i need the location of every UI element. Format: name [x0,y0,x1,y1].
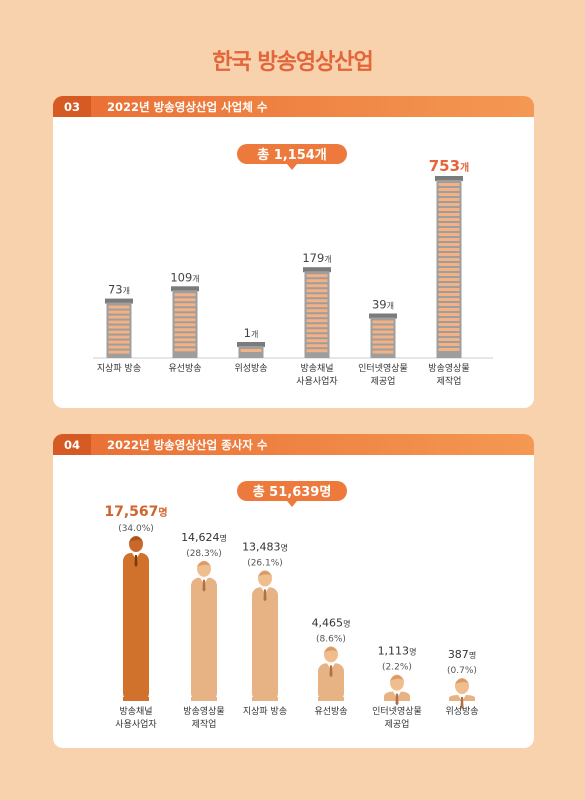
bar-building [105,298,133,358]
value-label: 1개 [244,326,259,340]
panel-number: 04 [53,434,91,455]
value-label: 17,567명 [104,504,167,520]
category-label: 방송영상물 [428,363,469,374]
page-title: 한국 방송영상산업 [212,50,374,75]
category-label: 지상파 방송 [243,706,287,717]
value-label: 4,465명 [312,616,351,629]
employees-panel: 04 2022년 방송영상산업 종사자 수 총 51,639명 17,567명 (3… [53,434,534,748]
bar-person [252,570,278,701]
total-label: 총 1,154개 [257,147,327,163]
total-pill: 총 51,639명 [237,481,347,507]
category-label: 방송채널 [300,363,333,374]
category-label: 제공업 [385,719,410,730]
percent-label: (0.7%) [447,666,477,676]
panel-number: 03 [53,96,91,117]
bar-building [171,286,199,358]
category-label: 제작업 [437,376,462,387]
panel-title: 2022년 방송영상산업 종사자 수 [107,437,268,452]
value-label: 753개 [429,157,470,175]
percent-label: (8.6%) [316,634,346,644]
bar-person [318,646,344,701]
panel-title: 2022년 방송영상산업 사업체 수 [107,99,268,114]
category-label: 인터넷영상물 [372,706,422,717]
value-label: 109개 [170,270,199,284]
percent-label: (2.2%) [382,663,412,673]
value-label: 1,113명 [378,645,417,658]
category-label: 지상파 방송 [97,363,141,374]
value-label: 179개 [302,251,331,265]
bar-building [237,342,265,358]
bar-person [123,536,149,701]
value-label: 13,483명 [242,540,288,553]
panel-header: 04 2022년 방송영상산업 종사자 수 [53,434,534,455]
category-label: 방송영상물 [183,706,224,717]
total-pill: 총 1,154개 [237,144,347,170]
value-label: 39개 [372,297,394,311]
category-label: 제공업 [371,376,396,387]
total-label: 총 51,639명 [253,484,332,500]
value-label: 73개 [108,283,130,297]
bar-person [449,678,475,709]
value-label: 14,624명 [181,531,227,544]
percent-label: (34.0%) [118,524,154,534]
bar-person [191,560,217,701]
category-label: 위성방송 [234,363,267,374]
panel-header: 03 2022년 방송영상산업 사업체 수 [53,96,534,117]
category-label: 인터넷영상물 [358,363,408,374]
bar-building [303,267,331,358]
bar-building [369,313,397,358]
value-label: 387명 [448,648,476,661]
bar-person [384,674,410,706]
category-label: 위성방송 [445,706,478,717]
percent-label: (26.1%) [247,558,283,568]
category-label: 방송채널 [119,706,152,717]
bar-building [435,176,463,358]
category-label: 유선방송 [168,363,201,374]
category-label: 사용사업자 [115,719,157,730]
category-label: 유선방송 [314,706,347,717]
percent-label: (28.3%) [186,549,222,559]
category-label: 사용사업자 [296,376,338,387]
category-label: 제작업 [192,719,217,730]
